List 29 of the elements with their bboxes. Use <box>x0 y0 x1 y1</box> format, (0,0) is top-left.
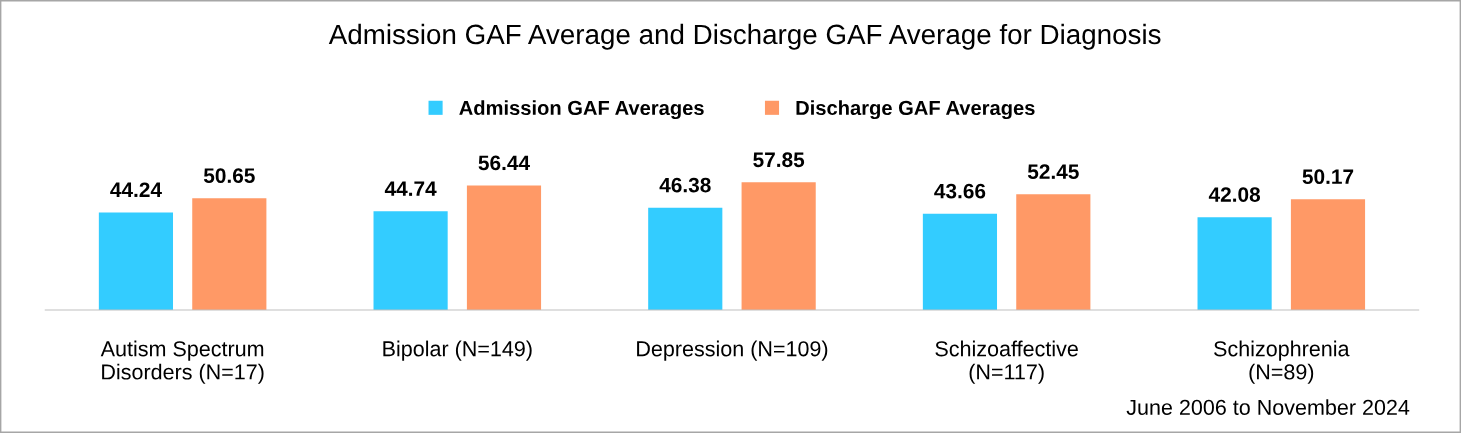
text: June 2006 to November 2024 <box>1126 399 1410 415</box>
bar <box>192 198 267 311</box>
data-label: 42.08 <box>1208 187 1261 202</box>
bar <box>98 212 174 311</box>
x-tick-label: Schizoaffective (N=117) <box>935 340 1078 384</box>
data-label: 43.66 <box>934 183 986 199</box>
x-tick-label: Bipolar (N=149) <box>383 340 532 361</box>
bar <box>373 211 448 311</box>
bar <box>1290 199 1366 311</box>
bar <box>1197 217 1272 311</box>
data-label: 52.45 <box>1027 164 1079 180</box>
legend-label: Admission GAF Averages <box>459 100 704 120</box>
bar <box>922 213 998 311</box>
data-label: 57.85 <box>753 152 805 168</box>
bar <box>1016 194 1091 311</box>
bar <box>648 207 723 311</box>
legend-label: Discharge GAF Averages <box>796 100 1035 120</box>
bar <box>466 185 542 311</box>
data-label: 50.65 <box>203 168 255 184</box>
data-label: 44.24 <box>110 182 162 197</box>
data-label: 56.44 <box>478 155 530 171</box>
x-tick-label: Autism Spectrum Disorders (N=17) <box>100 340 264 384</box>
x-tick-label: Depression (N=109) <box>637 340 828 361</box>
data-label: 50.17 <box>1302 169 1354 185</box>
bar <box>741 182 816 311</box>
data-label: 46.38 <box>659 177 711 193</box>
chart-title: Admission GAF Average and Discharge GAF Average for Diagnosis <box>328 23 1161 50</box>
data-label: 44.74 <box>384 181 437 196</box>
x-tick-label: Schizophrenia (N=89) <box>1214 340 1350 384</box>
